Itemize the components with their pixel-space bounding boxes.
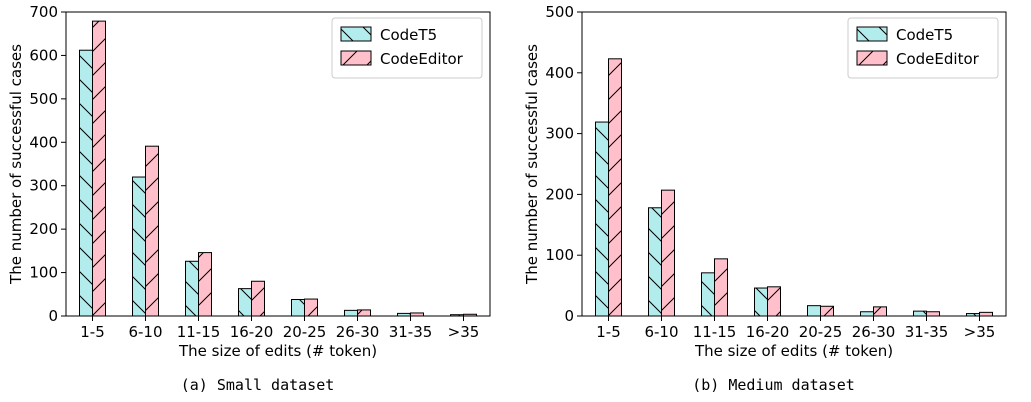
bar-codeeditor-16-20 [767,286,781,317]
bar-codeeditor-26-30 [357,309,371,317]
y-tick-label: 100 [545,246,574,264]
bar-codeeditor-11-15 [198,252,212,317]
legend-label: CodeT5 [896,26,953,44]
bar-codeeditor-11-15 [714,258,728,317]
bar-codet5-6-10 [648,207,662,317]
bar-codet5-16-20 [754,287,768,317]
bar-codeeditor-20-25 [820,305,834,317]
y-tick-label: 0 [48,307,58,325]
y-tick-label: 500 [545,3,574,21]
bar-codet5-6-10 [132,176,146,317]
legend-label: CodeT5 [380,26,437,44]
x-tick-label: 1-5 [80,323,105,341]
chart-panel-small: 0 100 200 300 400 500 600 700 1-5 6-10 11-15 16-20 2… [0,0,515,402]
legend-entry-codet5: CodeT5 [340,26,437,44]
x-axis-label: The size of edits (# token) [694,342,893,360]
legend: CodeT5 CodeEditor [847,17,999,79]
bar-codet5-11-15 [185,260,199,317]
y-tick-label: 0 [564,307,574,325]
x-tick-label: 26-30 [336,323,380,341]
bar-codet5-31-35 [913,310,927,317]
x-tick-label: 31-35 [905,323,949,341]
y-tick-label: 500 [29,90,58,108]
x-tick-label: 6-10 [128,323,162,341]
legend-label: CodeEditor [896,50,980,68]
bar-codeeditor->35 [979,311,993,317]
bar-codet5-20-25 [291,298,305,317]
bar-codeeditor-16-20 [251,280,265,317]
caption-medium: (b) Medium dataset [692,376,855,394]
legend-label: CodeEditor [380,50,464,68]
x-tick-label: 16-20 [230,323,274,341]
y-tick-label: 300 [545,125,574,143]
y-tick-label: 200 [545,185,574,203]
y-tick-label: 100 [29,264,58,282]
bar-codet5-26-30 [860,311,874,317]
bar-codet5-26-30 [344,309,358,317]
x-axis-label: The size of edits (# token) [178,342,377,360]
x-tick-label: >35 [448,323,480,341]
y-axis-label: The number of successful cases [523,44,541,285]
bar-codet5-20-25 [807,305,821,317]
x-tick-label: 11-15 [693,323,737,341]
caption-small: (a) Small dataset [180,376,335,394]
bar-codet5-1-5 [79,49,93,317]
bar-codeeditor-26-30 [873,306,887,317]
bar-codeeditor-31-35 [926,311,940,317]
chart-medium-dataset: 0 100 200 300 400 500 1-5 6-10 11-15 16-20 20-25 26… [523,3,1007,360]
y-axis-label: The number of successful cases [7,44,25,285]
chart-small-dataset: 0 100 200 300 400 500 600 700 1-5 6-10 11-15 16-20 2… [7,3,491,360]
plot-frame [581,11,1007,317]
chart-panel-medium: 0 100 200 300 400 500 1-5 6-10 11-15 16-20 20-25 26… [516,0,1031,402]
x-tick-label: 20-25 [283,323,327,341]
legend-entry-codeeditor: CodeEditor [856,50,980,68]
y-tick-label: 200 [29,220,58,238]
x-tick-label: 11-15 [177,323,221,341]
legend: CodeT5 CodeEditor [331,17,483,79]
bar-codet5-1-5 [595,121,609,317]
y-tick-label: 400 [29,133,58,151]
x-tick-label: 1-5 [596,323,621,341]
x-tick-label: 20-25 [799,323,843,341]
legend-entry-codeeditor: CodeEditor [340,50,464,68]
bar-codet5-11-15 [701,272,715,317]
plot-frame [65,11,491,317]
y-tick-label: 300 [29,177,58,195]
y-tick-label: 400 [545,64,574,82]
bar-codeeditor-1-5 [608,58,622,317]
bar-codeeditor-20-25 [304,298,318,317]
bar-codet5-16-20 [238,288,252,317]
y-tick-label: 600 [29,46,58,64]
legend-entry-codet5: CodeT5 [856,26,953,44]
bar-codeeditor-6-10 [145,145,159,317]
bar-codeeditor-1-5 [92,20,106,317]
x-tick-label: 31-35 [389,323,433,341]
y-tick-label: 700 [29,3,58,21]
bar-codeeditor-6-10 [661,189,675,317]
x-tick-label: 6-10 [644,323,678,341]
x-tick-label: 26-30 [852,323,896,341]
x-tick-label: 16-20 [746,323,790,341]
x-tick-label: >35 [964,323,996,341]
